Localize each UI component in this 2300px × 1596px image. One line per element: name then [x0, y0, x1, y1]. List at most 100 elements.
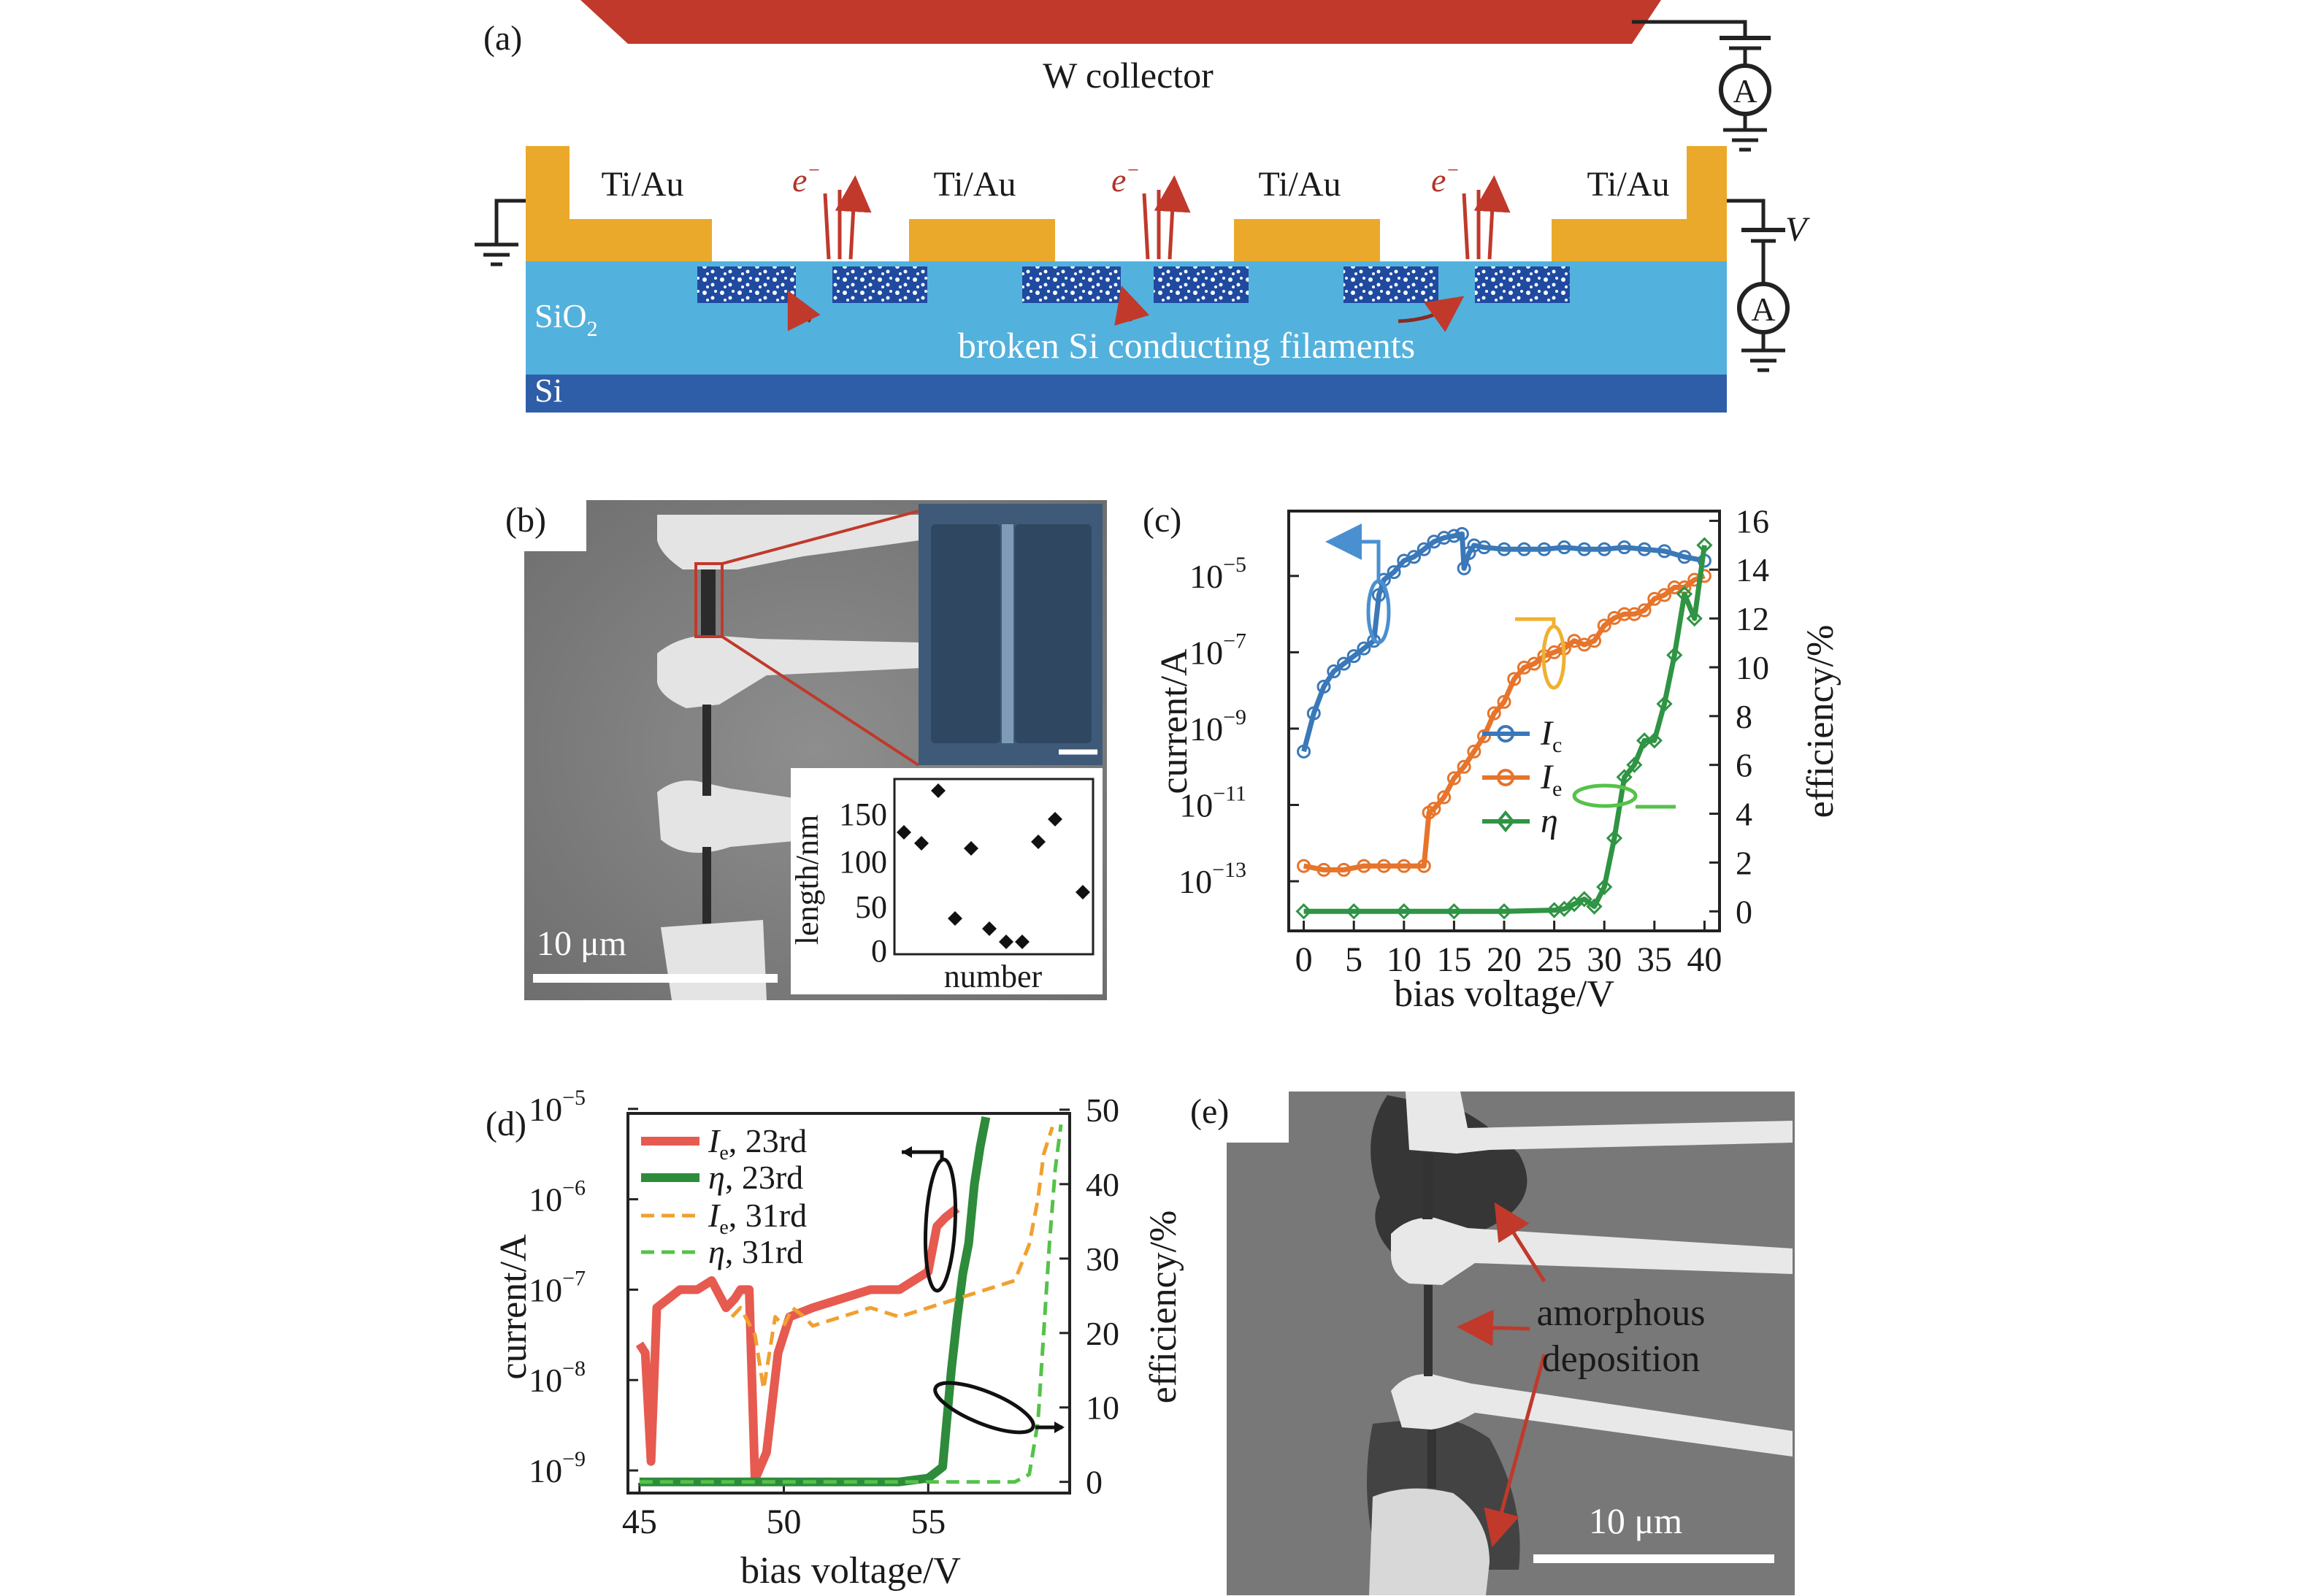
c-ytick-label: 10−11: [1179, 782, 1246, 824]
c-point: [1336, 656, 1351, 671]
svg-text:0: 0: [871, 933, 887, 969]
c-xtick-label: 15: [1436, 940, 1471, 979]
c-point: [1637, 542, 1652, 556]
c-point: [1657, 588, 1672, 602]
d-series-line-3: [639, 1124, 1063, 1484]
c-point: [1487, 706, 1501, 721]
filaments: [697, 266, 1570, 303]
c-point: [1666, 647, 1683, 664]
sem-electrodes-e: [1369, 1092, 1793, 1595]
d-legend-4: η, 31rd: [708, 1233, 803, 1270]
zoom-box: [694, 562, 724, 638]
c-ytick-right-label: 0: [1736, 893, 1752, 930]
c-legend-ic: Ic: [1540, 714, 1562, 757]
c-xtick-label: 20: [1487, 940, 1522, 979]
d-ytick-right-label: 50: [1086, 1092, 1119, 1129]
c-yticks-left: 10−13 10−11 10−9 10−7 10−5: [1178, 553, 1299, 900]
electrode-label-3: Ti/Au: [1259, 165, 1341, 204]
scale-label-e: 10 μm: [1589, 1500, 1682, 1541]
c-point: [1395, 903, 1412, 920]
c-point: [1646, 732, 1663, 749]
c-point: [1457, 561, 1471, 575]
filament-label: broken Si conducting filaments: [958, 325, 1415, 366]
c-xtick-label: 40: [1687, 940, 1722, 979]
c-ytick-label: 10−13: [1178, 858, 1246, 900]
panel-d: (d) 45 50 55 10−9 10−8 10−7 10−6 10−5 0 10 20 30 4…: [486, 1086, 1184, 1592]
d-ylabel: current/A: [493, 1234, 534, 1380]
c-series-line-2: [1303, 545, 1707, 914]
c-point: [1517, 542, 1531, 556]
panel-b: (b) 0 50 100 150 length/nm number: [505, 500, 1107, 1000]
c-point: [1427, 802, 1441, 816]
c-point: [1527, 656, 1541, 671]
svg-text:50: 50: [855, 889, 887, 925]
electrode-3: [1234, 219, 1380, 261]
panel-e-label: (e): [1190, 1092, 1229, 1131]
c-legend: Ic Ie η: [1482, 714, 1562, 840]
electrode-label-2: Ti/Au: [934, 165, 1016, 204]
panel-d-label: (d): [486, 1105, 526, 1143]
c-point: [1557, 540, 1571, 555]
c-point: [1677, 550, 1692, 564]
c-point: [1327, 664, 1341, 679]
d-legend: Ie, 23rd η, 23rd Ie, 31rd η, 31rd: [641, 1122, 807, 1270]
d-legend-3: Ie, 31rd: [708, 1197, 807, 1239]
electrode-4: [1552, 146, 1727, 261]
panel-a: (a) W collector A SiO2 broken Si conduct…: [475, 0, 1810, 413]
d-yticks-left: 10−9 10−8 10−7 10−6 10−5: [529, 1086, 638, 1489]
c-point: [1586, 898, 1603, 915]
c-point: [1376, 859, 1391, 873]
panel-b-label: (b): [505, 501, 546, 540]
collector-label: W collector: [1043, 55, 1214, 96]
c-series-line-1: [1303, 573, 1706, 872]
c-point: [1616, 769, 1633, 786]
c-point: [1446, 903, 1463, 920]
c-legend-ie: Ie: [1540, 758, 1562, 801]
d-series: [635, 1116, 1063, 1486]
c-ytick-right-label: 14: [1736, 551, 1769, 588]
c-point: [1477, 540, 1492, 555]
c-point: [1686, 610, 1703, 627]
d-legend-2: η, 23rd: [708, 1159, 803, 1196]
svg-text:A: A: [1751, 291, 1775, 328]
panel-c-label: (c): [1143, 501, 1181, 540]
c-point: [1617, 607, 1632, 621]
svg-text:e−: e−: [1111, 159, 1140, 199]
c-point: [1657, 544, 1672, 559]
c-yticks-right: 0 2 4 6 8 10 12 14 16: [1709, 502, 1769, 930]
electrode-2: [909, 219, 1055, 261]
d-legend-1: Ie, 23rd: [708, 1122, 807, 1165]
c-ytick-label: 10−7: [1189, 629, 1246, 671]
c-ytick-right-label: 16: [1736, 502, 1769, 540]
c-point: [1587, 634, 1601, 648]
c-point: [1537, 542, 1552, 556]
svg-text:e−: e−: [1431, 159, 1460, 199]
c-point: [1446, 529, 1461, 543]
c-point: [1407, 550, 1422, 564]
svg-text:150: 150: [839, 797, 887, 832]
si-substrate: [526, 375, 1727, 413]
d-ytick-right-label: 30: [1086, 1240, 1119, 1278]
c-point: [1446, 771, 1461, 786]
c-point: [1497, 694, 1511, 709]
c-point: [1467, 538, 1481, 553]
svg-text:A: A: [1733, 72, 1757, 110]
d-xtick-label: 55: [911, 1503, 946, 1541]
c-point: [1454, 526, 1469, 541]
c-legend-eta: η: [1541, 802, 1558, 840]
d-ytick-label: 10−8: [529, 1357, 586, 1399]
d-ytick-right-label: 40: [1086, 1166, 1119, 1203]
c-ytick-right-label: 10: [1736, 649, 1769, 686]
c-point: [1477, 729, 1492, 743]
c-xlabel: bias voltage/V: [1394, 973, 1614, 1015]
c-point: [1306, 706, 1321, 721]
panel-a-label: (a): [483, 19, 522, 58]
c-point: [1596, 878, 1613, 895]
c-ytick-right-label: 4: [1736, 796, 1752, 833]
si-label: Si: [534, 372, 562, 409]
d-xlabel: bias voltage/V: [740, 1550, 961, 1592]
c-point: [1576, 891, 1592, 908]
c-point: [1606, 829, 1623, 847]
c-xtick-label: 30: [1587, 940, 1622, 979]
